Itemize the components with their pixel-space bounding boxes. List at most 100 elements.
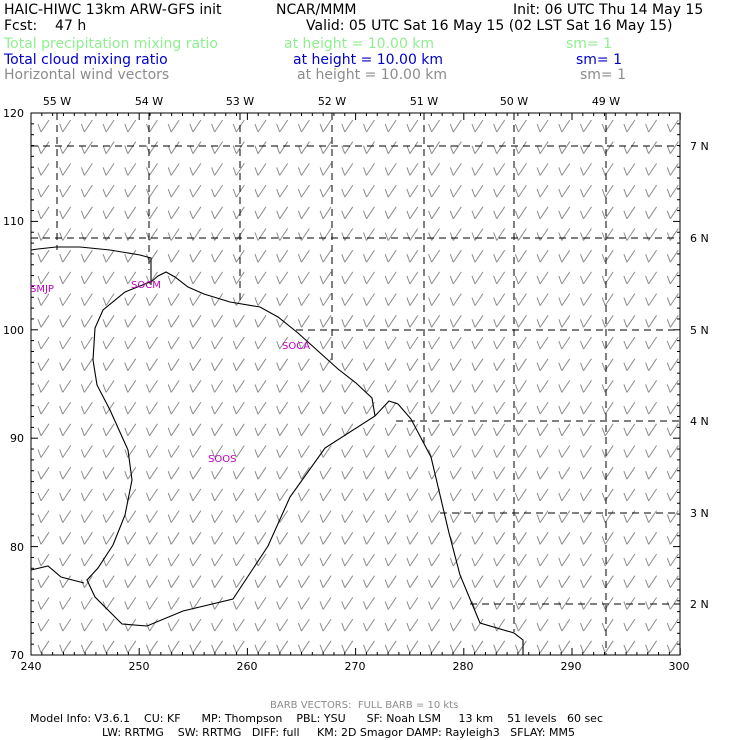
- wind-barb: [363, 141, 375, 154]
- wind-barb: [319, 271, 332, 285]
- wind-barb: [102, 575, 115, 588]
- wind-barb: [493, 336, 506, 350]
- wind-barb: [623, 423, 636, 437]
- wind-barb: [601, 488, 614, 502]
- init-time: Init: 06 UTC Thu 14 May 15: [513, 2, 704, 18]
- wind-barb: [276, 336, 289, 350]
- wind-barb: [536, 184, 549, 198]
- wind-barb: [102, 141, 115, 154]
- wind-barb: [493, 597, 506, 610]
- wind-barb: [232, 315, 245, 328]
- wind-barb: [623, 532, 636, 545]
- wind-barb: [59, 358, 72, 371]
- wind-barb: [189, 466, 202, 480]
- wind-barb: [623, 141, 636, 154]
- wind-barb: [319, 249, 332, 263]
- lon-label-52w: 52 W: [318, 95, 346, 108]
- wind-barb: [363, 618, 375, 632]
- wind-barb: [211, 488, 224, 502]
- wind-barb: [37, 553, 50, 567]
- wind-barb: [493, 553, 506, 567]
- wind-barb: [146, 228, 158, 241]
- wind-barb: [59, 575, 72, 588]
- wind-barb: [254, 575, 267, 588]
- wind-barb: [406, 271, 419, 285]
- wind-barb: [341, 206, 354, 220]
- wind-barb: [124, 401, 137, 415]
- wind-barb: [645, 228, 658, 241]
- wind-barb: [666, 401, 679, 415]
- wind-barb: [319, 466, 332, 480]
- wind-barb: [167, 532, 180, 545]
- wind-barb: [558, 184, 571, 198]
- wind-barb: [232, 575, 245, 588]
- wind-barb: [623, 618, 636, 632]
- wind-barb: [211, 466, 224, 480]
- wind-barb: [558, 249, 571, 263]
- wind-barb: [601, 445, 614, 458]
- station-soca: SOCA: [282, 341, 310, 352]
- wind-barb: [536, 466, 549, 480]
- wind-barb: [211, 228, 224, 241]
- wind-barb: [536, 163, 549, 176]
- wind-barb: [297, 184, 310, 198]
- wind-barb: [449, 575, 462, 588]
- wind-barb: [80, 618, 93, 632]
- wind-barb: [167, 163, 180, 176]
- wind-barb: [363, 466, 375, 480]
- wind-barb: [167, 119, 180, 133]
- wind-barb: [167, 510, 180, 523]
- wind-barb: [276, 553, 289, 567]
- wind-barb: [363, 445, 375, 458]
- wind-barb: [471, 597, 484, 610]
- wind-barb: [536, 141, 549, 154]
- wind-barb: [341, 249, 354, 263]
- wind-barb: [37, 141, 50, 154]
- wind-barb: [471, 466, 484, 480]
- wind-barb: [471, 228, 484, 241]
- wind-barb: [167, 228, 180, 241]
- wind-barb: [319, 358, 332, 371]
- wind-barb: [59, 206, 72, 220]
- wind-barb: [449, 553, 462, 567]
- wind-barb: [297, 445, 310, 458]
- wind-barb: [189, 575, 202, 588]
- wind-barb: [80, 315, 93, 328]
- wind-barb: [580, 640, 592, 654]
- wind-barb: [146, 466, 158, 480]
- wind-barb: [297, 510, 310, 523]
- wind-barb: [341, 640, 354, 654]
- y-tick-100: 100: [3, 324, 24, 337]
- wind-barb: [254, 141, 267, 154]
- wind-barb: [341, 532, 354, 545]
- wind-barb: [623, 271, 636, 285]
- wind-barb: [645, 358, 658, 371]
- wind-barb: [406, 618, 419, 632]
- wind-barb: [59, 315, 72, 328]
- wind-barb: [232, 184, 245, 198]
- wind-barb: [666, 184, 679, 198]
- wind-barb: [558, 510, 571, 523]
- wind-barb: [167, 271, 180, 285]
- wind-barb: [59, 141, 72, 154]
- wind-barb: [428, 293, 441, 306]
- axis-ticks: [30, 112, 681, 656]
- wind-barb: [37, 336, 50, 350]
- wind-barb: [449, 293, 462, 306]
- wind-barb: [623, 488, 636, 502]
- wind-barb: [297, 423, 310, 437]
- wind-barb: [558, 445, 571, 458]
- wind-barb: [384, 184, 397, 198]
- wind-barb: [558, 206, 571, 220]
- wind-barb: [80, 163, 93, 176]
- wind-barb: [146, 119, 158, 133]
- wind-barb: [211, 445, 224, 458]
- wind-barb: [102, 163, 115, 176]
- wind-barb: [124, 423, 137, 437]
- wind-barb: [449, 532, 462, 545]
- wind-barb: [428, 141, 441, 154]
- wind-barb: [493, 249, 506, 263]
- wind-barb: [124, 466, 137, 480]
- wind-barb: [124, 553, 137, 567]
- wind-barb: [558, 119, 571, 133]
